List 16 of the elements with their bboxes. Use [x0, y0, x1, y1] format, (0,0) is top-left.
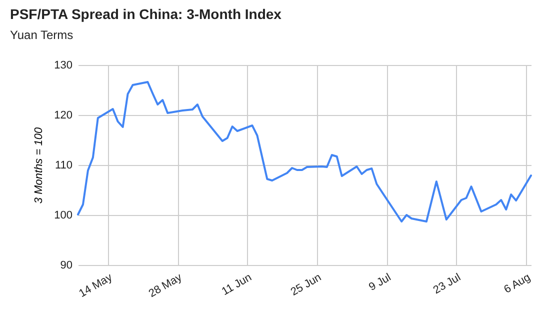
- x-tick-label: 14 May: [77, 271, 115, 300]
- x-tick-label: 6 Aug: [502, 272, 533, 296]
- y-axis-title: 3 Months = 100: [33, 126, 46, 204]
- x-tick-label: 11 Jun: [220, 272, 254, 298]
- x-tick-label: 28 May: [146, 271, 184, 300]
- chart-subtitle: Yuan Terms: [10, 28, 74, 42]
- x-tick-label: 9 Jul: [367, 272, 394, 294]
- chart-title: PSF/PTA Spread in China: 3-Month Index: [10, 6, 282, 22]
- line-series: [77, 81, 532, 222]
- y-tick-label: 130: [54, 60, 72, 72]
- y-tick-label: 100: [54, 210, 72, 222]
- x-tick-label: 23 Jul: [431, 272, 463, 297]
- x-tick-label: 25 Jun: [288, 272, 324, 298]
- y-tick-label: 120: [54, 110, 72, 122]
- y-tick-label: 90: [60, 260, 72, 272]
- y-tick-label: 110: [54, 160, 72, 172]
